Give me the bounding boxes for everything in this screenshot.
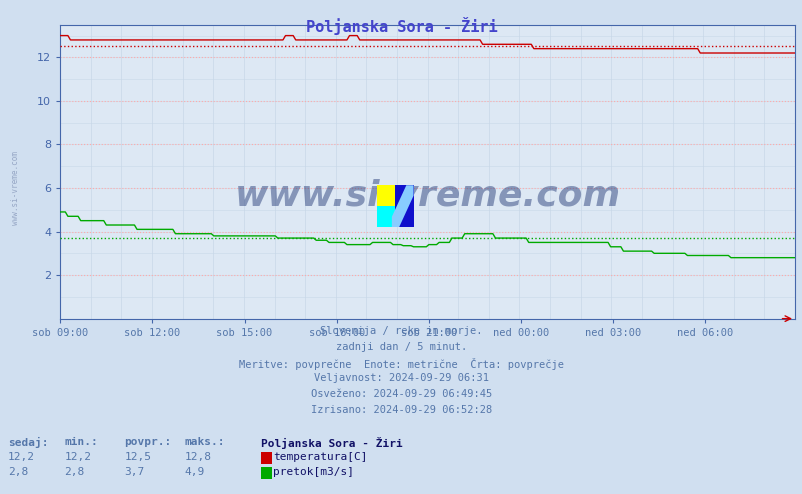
Text: zadnji dan / 5 minut.: zadnji dan / 5 minut. <box>335 342 467 352</box>
Polygon shape <box>377 206 395 227</box>
Text: 4,9: 4,9 <box>184 467 205 477</box>
Text: sedaj:: sedaj: <box>8 437 48 448</box>
Polygon shape <box>391 185 413 227</box>
Text: www.si-vreme.com: www.si-vreme.com <box>11 151 20 225</box>
Text: 12,2: 12,2 <box>64 452 91 462</box>
Text: Meritve: povprečne  Enote: metrične  Črta: povprečje: Meritve: povprečne Enote: metrične Črta:… <box>239 358 563 370</box>
Text: Izrisano: 2024-09-29 06:52:28: Izrisano: 2024-09-29 06:52:28 <box>310 405 492 415</box>
Text: pretok[m3/s]: pretok[m3/s] <box>273 467 354 477</box>
Polygon shape <box>395 185 413 227</box>
Text: 2,8: 2,8 <box>8 467 28 477</box>
Text: min.:: min.: <box>64 437 98 447</box>
Text: Osveženo: 2024-09-29 06:49:45: Osveženo: 2024-09-29 06:49:45 <box>310 389 492 399</box>
Text: Poljanska Sora - Žiri: Poljanska Sora - Žiri <box>261 437 403 449</box>
Text: 2,8: 2,8 <box>64 467 84 477</box>
Text: Veljavnost: 2024-09-29 06:31: Veljavnost: 2024-09-29 06:31 <box>314 373 488 383</box>
Text: 12,8: 12,8 <box>184 452 212 462</box>
Text: www.si-vreme.com: www.si-vreme.com <box>234 178 620 212</box>
Polygon shape <box>377 185 395 206</box>
Text: 12,5: 12,5 <box>124 452 152 462</box>
Text: 3,7: 3,7 <box>124 467 144 477</box>
Text: Slovenija / reke in morje.: Slovenija / reke in morje. <box>320 326 482 336</box>
Text: temperatura[C]: temperatura[C] <box>273 452 367 462</box>
Text: 12,2: 12,2 <box>8 452 35 462</box>
Text: Poljanska Sora - Žiri: Poljanska Sora - Žiri <box>306 17 496 35</box>
Text: maks.:: maks.: <box>184 437 225 447</box>
Text: povpr.:: povpr.: <box>124 437 172 447</box>
